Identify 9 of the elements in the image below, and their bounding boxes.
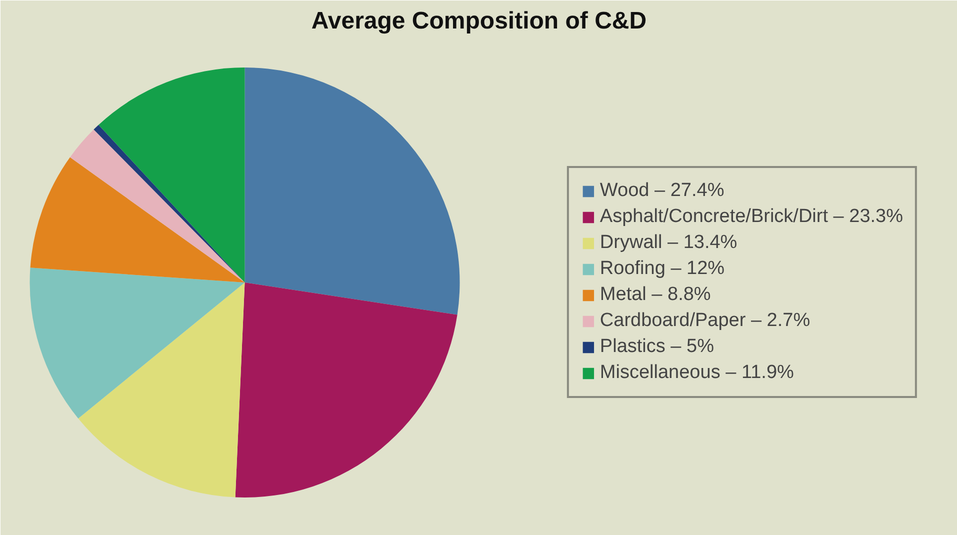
legend-label: Asphalt/Concrete/Brick/Dirt – 23.3% <box>600 206 903 228</box>
legend-label: Roofing – 12% <box>600 258 725 280</box>
legend-label: Metal – 8.8% <box>600 284 711 306</box>
legend-label: Drywall – 13.4% <box>600 232 738 254</box>
chart-title: Average Composition of C&D <box>311 8 647 34</box>
legend-label: Cardboard/Paper – 2.7% <box>600 310 810 332</box>
legend-label: Miscellaneous – 11.9% <box>600 362 794 384</box>
legend-label: Plastics – 5% <box>600 336 714 358</box>
legend-label: Wood – 27.4% <box>600 180 724 202</box>
